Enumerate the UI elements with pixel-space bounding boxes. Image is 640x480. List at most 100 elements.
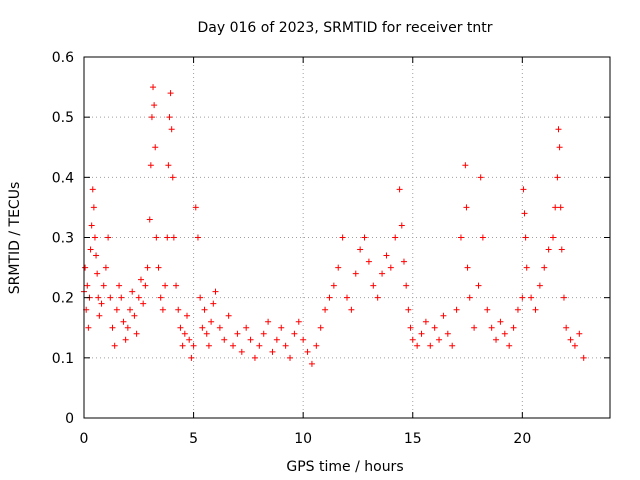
- data-point: [169, 174, 176, 181]
- data-point: [118, 294, 125, 301]
- data-point: [427, 342, 434, 349]
- data-point: [514, 306, 521, 313]
- x-tick-label: 15: [404, 431, 422, 447]
- data-point: [165, 162, 172, 169]
- data-point: [221, 336, 228, 343]
- data-point: [216, 324, 223, 331]
- data-point: [550, 234, 557, 241]
- data-point: [151, 102, 158, 109]
- y-tick-label: 0.2: [52, 291, 74, 307]
- data-point: [464, 264, 471, 271]
- data-point: [144, 264, 151, 271]
- data-point: [497, 318, 504, 325]
- data-point: [100, 282, 107, 289]
- data-point: [339, 234, 346, 241]
- data-point: [166, 114, 173, 121]
- data-point: [317, 324, 324, 331]
- data-point: [407, 324, 414, 331]
- data-point: [453, 306, 460, 313]
- data-point: [522, 234, 529, 241]
- data-point: [300, 336, 307, 343]
- data-point: [374, 294, 381, 301]
- data-point: [146, 216, 153, 223]
- x-tick-label: 0: [80, 431, 89, 447]
- data-point: [159, 306, 166, 313]
- data-point: [269, 348, 276, 355]
- data-point: [326, 294, 333, 301]
- data-point: [208, 318, 215, 325]
- data-point: [87, 246, 94, 253]
- data-point: [556, 144, 563, 151]
- data-point: [440, 312, 447, 319]
- data-point: [201, 306, 208, 313]
- x-tick-label: 5: [189, 431, 198, 447]
- data-point: [422, 318, 429, 325]
- data-point: [558, 246, 565, 253]
- data-point: [192, 204, 199, 211]
- data-point: [477, 174, 484, 181]
- data-point: [501, 330, 508, 337]
- data-point: [400, 258, 407, 265]
- data-point: [557, 204, 564, 211]
- data-point: [520, 186, 527, 193]
- data-point: [190, 342, 197, 349]
- data-point: [135, 294, 142, 301]
- data-point: [521, 210, 528, 217]
- data-point: [532, 306, 539, 313]
- data-point: [348, 306, 355, 313]
- data-point: [120, 318, 127, 325]
- data-point: [147, 162, 154, 169]
- data-point: [567, 336, 574, 343]
- data-point: [519, 294, 526, 301]
- data-point: [205, 342, 212, 349]
- data-point: [352, 270, 359, 277]
- x-axis-label: GPS time / hours: [286, 459, 403, 475]
- data-point: [484, 306, 491, 313]
- data-point: [155, 264, 162, 271]
- data-point: [403, 282, 410, 289]
- data-point: [418, 330, 425, 337]
- data-point: [493, 336, 500, 343]
- data-point: [107, 294, 114, 301]
- data-point: [580, 354, 587, 361]
- chart-title: Day 016 of 2023, SRMTID for receiver tnt…: [197, 20, 492, 36]
- data-point: [131, 312, 138, 319]
- data-point: [488, 324, 495, 331]
- data-point: [528, 294, 535, 301]
- data-point: [304, 348, 311, 355]
- y-tick-label: 0: [65, 411, 74, 427]
- data-point: [188, 354, 195, 361]
- data-point: [330, 282, 337, 289]
- data-point: [322, 306, 329, 313]
- data-point: [291, 330, 298, 337]
- data-point: [181, 330, 188, 337]
- plot-border: [83, 56, 611, 419]
- data-points: [81, 84, 587, 367]
- data-point: [127, 306, 134, 313]
- data-point: [90, 204, 97, 211]
- data-point: [278, 324, 285, 331]
- x-tick-label: 10: [294, 431, 312, 447]
- data-point: [466, 294, 473, 301]
- data-point: [479, 234, 486, 241]
- data-point: [462, 162, 469, 169]
- data-point: [167, 90, 174, 97]
- data-point: [308, 360, 315, 367]
- data-point: [405, 306, 412, 313]
- data-point: [265, 318, 272, 325]
- data-point: [449, 342, 456, 349]
- data-point: [142, 282, 149, 289]
- data-point: [335, 264, 342, 271]
- data-point: [157, 294, 164, 301]
- axis-ticks: 0 0.1 0.2 0.3 0.4 0.5 0.6 0 5 10 15 20: [52, 50, 610, 447]
- data-point: [153, 234, 160, 241]
- data-point: [457, 234, 464, 241]
- data-point: [365, 258, 372, 265]
- data-point: [94, 270, 101, 277]
- data-point: [260, 330, 267, 337]
- data-point: [140, 300, 147, 307]
- data-point: [105, 234, 112, 241]
- data-point: [150, 84, 157, 91]
- data-point: [273, 336, 280, 343]
- data-point: [111, 342, 118, 349]
